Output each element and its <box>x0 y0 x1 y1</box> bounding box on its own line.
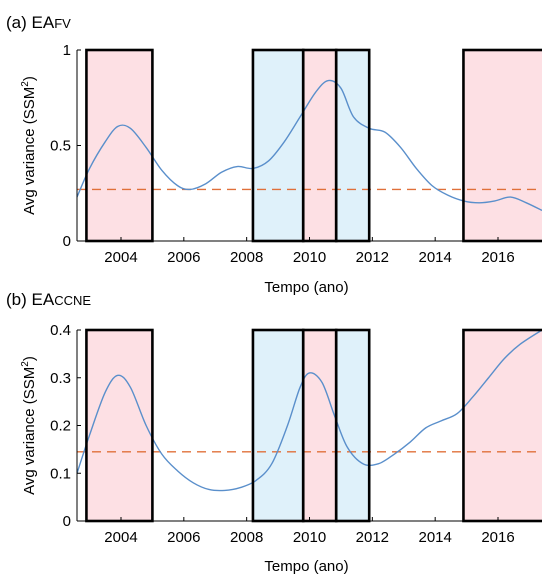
y-axis-label-main: Avg variance (SSM <box>21 87 38 215</box>
panel-a: 0 0.5 1 2004 2006 2008 2010 2012 2014 2016 Tempo (… <box>6 13 542 296</box>
panel-label-smallcaps: FV <box>54 16 71 31</box>
x-tick-label: 2004 <box>104 249 137 266</box>
x-tick-label: 2006 <box>167 249 200 266</box>
shaded-period <box>252 50 304 241</box>
y-axis-label-sup: 2 <box>20 81 31 87</box>
panel-label: (b) EACCNE <box>6 290 91 309</box>
y-axis-label: Avg variance (SSM2) <box>20 76 38 215</box>
y-axis-label-sup: 2 <box>20 361 31 367</box>
x-tick-label: 2016 <box>481 249 514 266</box>
plot-area <box>77 48 542 243</box>
y-axis-label-close: ) <box>21 356 38 361</box>
x-tick-label: 2004 <box>104 529 137 546</box>
series-line <box>77 79 542 212</box>
x-tick-label: 2012 <box>356 529 389 546</box>
panel-label-main: (b) EA <box>6 290 55 309</box>
y-axis-label-close: ) <box>21 76 38 81</box>
y-tick-label: 0.3 <box>50 370 71 387</box>
x-tick-label: 2014 <box>418 529 451 546</box>
y-tick-label: 0 <box>63 513 71 530</box>
shaded-period <box>252 330 304 521</box>
x-axis-label: Tempo (ano) <box>264 558 348 575</box>
x-tick-label: 2010 <box>293 249 326 266</box>
x-axis-label: Tempo (ano) <box>264 279 348 296</box>
y-tick-label: 0.5 <box>50 138 71 155</box>
x-tick-label: 2010 <box>293 529 326 546</box>
y-tick-label: 0 <box>63 233 71 250</box>
shaded-period <box>86 330 153 521</box>
y-axis-label-main: Avg variance (SSM <box>21 367 38 495</box>
shaded-period <box>336 330 370 521</box>
shaded-period <box>303 50 337 241</box>
x-tick-label: 2012 <box>356 249 389 266</box>
y-tick-label: 0.4 <box>50 322 71 339</box>
y-axis-label: Avg variance (SSM2) <box>20 356 38 495</box>
panel-label-smallcaps: CCNE <box>54 293 91 308</box>
x-tick-label: 2016 <box>481 529 514 546</box>
x-tick-label: 2014 <box>418 249 451 266</box>
series-line <box>77 329 542 492</box>
panel-b: 0 0.1 0.2 0.3 0.4 2004 2006 2008 2010 2012 2014 201… <box>6 290 542 575</box>
y-tick-label: 1 <box>63 42 71 59</box>
shaded-period <box>336 50 370 241</box>
shaded-period <box>463 50 542 241</box>
shaded-period <box>86 50 153 241</box>
shaded-period <box>463 330 542 521</box>
y-tick-label: 0.1 <box>50 465 71 482</box>
panel-label: (a) EAFV <box>6 13 71 32</box>
plot-area <box>77 328 542 523</box>
x-tick-label: 2008 <box>230 529 263 546</box>
x-tick-label: 2008 <box>230 249 263 266</box>
panel-label-main: (a) EA <box>6 13 55 32</box>
shaded-period <box>303 330 337 521</box>
y-tick-label: 0.2 <box>50 418 71 435</box>
x-tick-label: 2006 <box>167 529 200 546</box>
